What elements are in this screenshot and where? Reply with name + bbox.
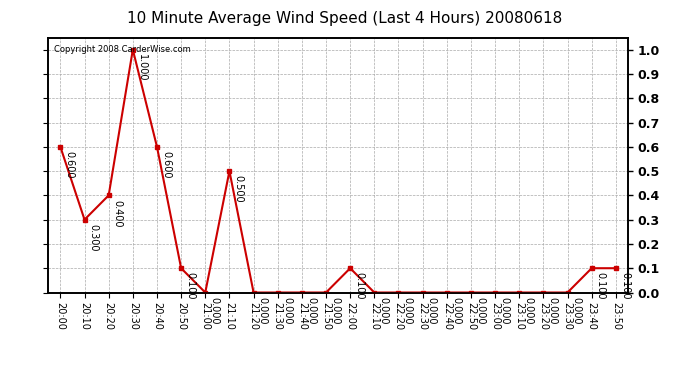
Text: 0.100: 0.100 [186, 272, 195, 300]
Text: 0.000: 0.000 [500, 297, 509, 324]
Text: 0.000: 0.000 [548, 297, 558, 324]
Text: Copyright 2008 CarderWise.com: Copyright 2008 CarderWise.com [54, 45, 191, 54]
Text: 0.000: 0.000 [282, 297, 292, 324]
Text: 0.300: 0.300 [89, 224, 99, 251]
Text: 0.000: 0.000 [210, 297, 219, 324]
Text: 10 Minute Average Wind Speed (Last 4 Hours) 20080618: 10 Minute Average Wind Speed (Last 4 Hou… [128, 11, 562, 26]
Text: 0.100: 0.100 [355, 272, 364, 300]
Text: 1.000: 1.000 [137, 54, 147, 81]
Text: 0.100: 0.100 [620, 272, 630, 300]
Text: 0.000: 0.000 [475, 297, 485, 324]
Text: 0.000: 0.000 [572, 297, 582, 324]
Text: 0.000: 0.000 [258, 297, 268, 324]
Text: 0.500: 0.500 [234, 175, 244, 203]
Text: 0.000: 0.000 [403, 297, 413, 324]
Text: 0.000: 0.000 [379, 297, 388, 324]
Text: 0.000: 0.000 [331, 297, 340, 324]
Text: 0.600: 0.600 [161, 151, 171, 178]
Text: 0.000: 0.000 [524, 297, 533, 324]
Text: 0.000: 0.000 [306, 297, 316, 324]
Text: 0.100: 0.100 [596, 272, 606, 300]
Text: 0.000: 0.000 [451, 297, 461, 324]
Text: 0.000: 0.000 [427, 297, 437, 324]
Text: 0.400: 0.400 [113, 200, 123, 227]
Text: 0.600: 0.600 [65, 151, 75, 178]
